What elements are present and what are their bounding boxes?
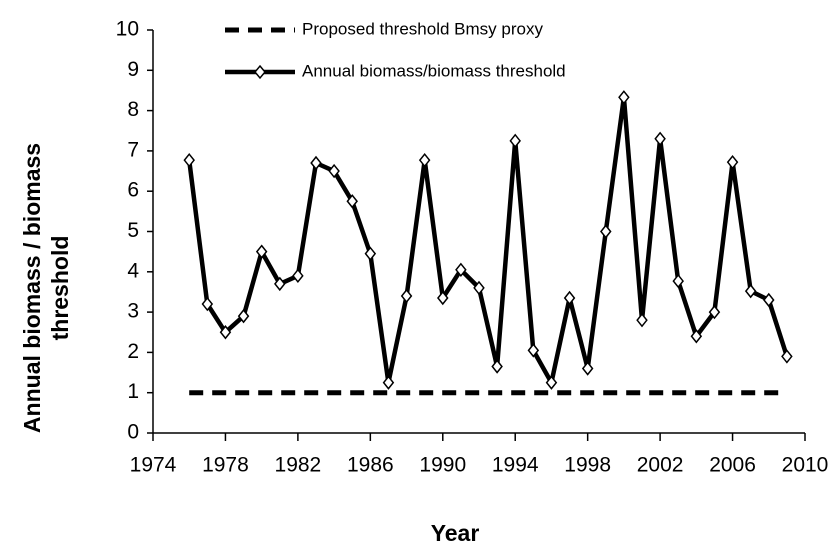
data-point	[292, 268, 304, 284]
data-point	[437, 290, 449, 306]
x-tick-label: 1982	[275, 454, 322, 477]
data-point	[418, 152, 431, 168]
data-point	[328, 163, 340, 179]
data-point	[654, 131, 666, 147]
y-tick-label: 9	[127, 58, 139, 81]
data-point	[473, 280, 485, 296]
line-series	[186, 95, 790, 385]
data-point	[237, 308, 250, 324]
data-point	[726, 154, 739, 170]
x-tick-label: 1998	[564, 454, 611, 477]
x-tick-label: 1994	[492, 454, 539, 477]
data-point	[672, 273, 684, 289]
legend-marker	[254, 64, 266, 80]
data-point	[346, 194, 358, 209]
data-point	[455, 262, 467, 277]
data-point	[636, 312, 648, 328]
x-tick-label: 1978	[202, 454, 249, 477]
data-point	[400, 288, 413, 304]
y-tick-label: 7	[127, 138, 139, 161]
x-tick-label: 2010	[782, 454, 829, 477]
data-point	[763, 292, 775, 308]
y-tick-label: 3	[127, 300, 139, 323]
data-point	[690, 329, 703, 344]
y-tick-label: 6	[127, 179, 139, 202]
data-point	[744, 283, 757, 299]
x-tick-label: 1990	[419, 454, 466, 477]
data-point	[618, 90, 630, 105]
y-tick-label: 0	[127, 421, 139, 444]
legend-label: Annual biomass/biomass threshold	[302, 61, 566, 80]
data-point	[563, 290, 576, 306]
y-axis-title: Annual biomass / biomass	[19, 143, 45, 433]
data-point	[255, 244, 268, 259]
y-tick-label: 4	[127, 259, 139, 282]
data-point	[600, 224, 612, 239]
y-tick-label: 8	[127, 98, 139, 121]
y-tick-label: 1	[127, 380, 139, 403]
y-tick-label: 2	[127, 340, 139, 363]
y-tick-label: 5	[127, 219, 139, 242]
data-point	[509, 133, 521, 149]
data-point	[545, 375, 558, 390]
x-tick-label: 1986	[347, 454, 394, 477]
data-point	[708, 304, 721, 320]
x-tick-label: 1974	[130, 454, 177, 477]
y-axis-title: threshold	[47, 236, 73, 341]
x-axis-title: Year	[431, 520, 480, 546]
x-tick-label: 2002	[637, 454, 684, 477]
x-tick-label: 2006	[709, 454, 756, 477]
data-point	[491, 359, 503, 374]
data-point	[382, 375, 395, 390]
y-tick-label: 10	[116, 18, 139, 41]
data-point	[581, 361, 594, 376]
data-point	[201, 296, 214, 312]
data-point	[310, 155, 322, 171]
legend-label: Proposed threshold Bmsy proxy	[302, 19, 543, 38]
data-point	[183, 152, 195, 168]
data-point	[274, 276, 286, 292]
data-point	[364, 246, 377, 261]
data-point	[527, 343, 540, 358]
data-point	[219, 325, 232, 340]
data-point	[781, 349, 793, 364]
